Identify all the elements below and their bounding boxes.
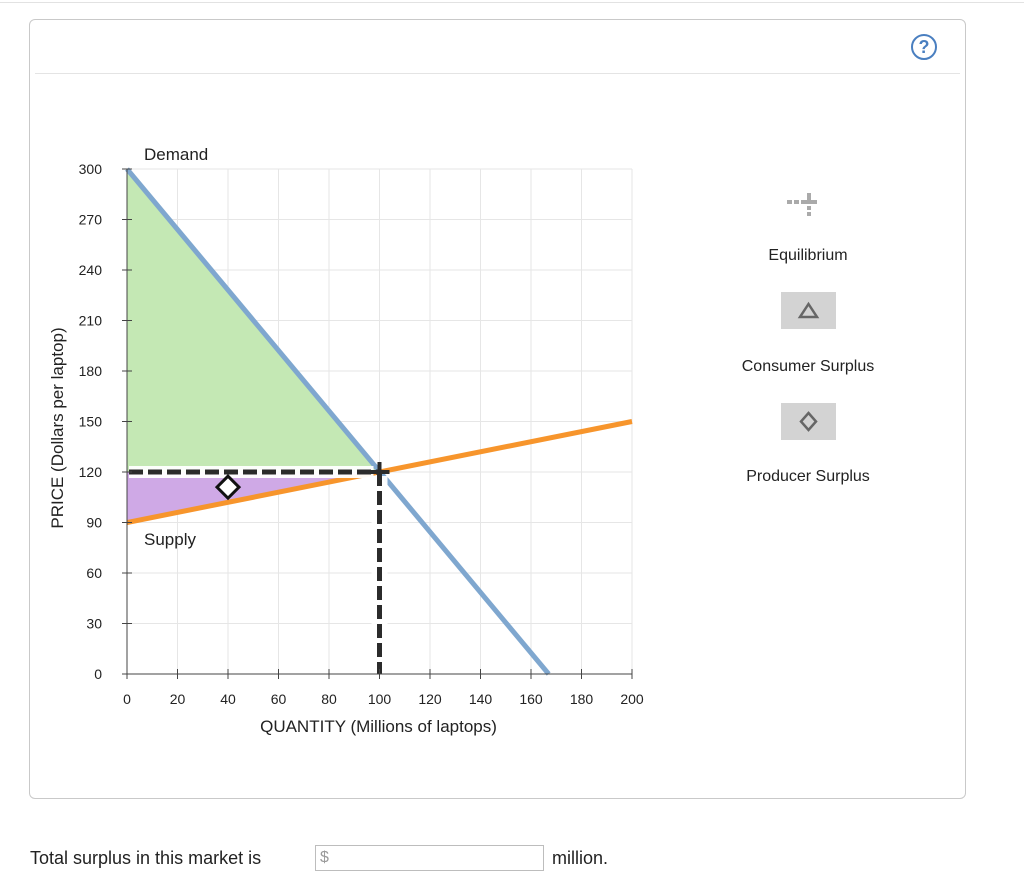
demand-curve: [125, 167, 551, 676]
x-tick-label: 180: [570, 691, 594, 707]
x-tick-label: 160: [519, 691, 543, 707]
triangle-icon: [797, 301, 820, 319]
question-text: Total surplus in this market is: [30, 848, 262, 868]
diamond-icon: [799, 411, 818, 432]
x-tick-label: 120: [418, 691, 442, 707]
y-tick-label: 270: [79, 212, 103, 228]
x-tick-label: 200: [620, 691, 644, 707]
x-tick-label: 60: [271, 691, 287, 707]
panel-divider: [35, 73, 960, 74]
help-button[interactable]: ?: [911, 34, 937, 60]
y-tick-label: 90: [86, 515, 102, 531]
producer-surplus-tool[interactable]: [781, 403, 836, 440]
supply-label: Supply: [144, 530, 196, 549]
producer-surplus-marker: [214, 474, 242, 501]
consumer-surplus-tool[interactable]: [781, 292, 836, 329]
consumer-surplus-label: Consumer Surplus: [741, 358, 875, 375]
producer-surplus-label: Producer Surplus: [746, 468, 870, 485]
currency-prefix: $: [320, 849, 329, 866]
answer-field[interactable]: $: [315, 845, 544, 871]
x-tick-label: 40: [220, 691, 236, 707]
y-tick-label: 120: [79, 464, 103, 480]
y-tick-label: 300: [79, 161, 103, 177]
y-tick-label: 210: [79, 313, 103, 329]
y-axis-label: PRICE (Dollars per laptop): [48, 327, 67, 528]
equilibrium-marker-v: [377, 462, 382, 482]
total-surplus-input[interactable]: [334, 847, 543, 871]
markers: [129, 462, 390, 674]
x-tick-label: 140: [469, 691, 493, 707]
plus-icon: [787, 193, 817, 216]
equilibrium-label: Equilibrium: [768, 247, 848, 264]
y-tick-label: 240: [79, 262, 103, 278]
unit-suffix: million.: [552, 848, 609, 868]
x-axis-label: QUANTITY (Millions of laptops): [260, 717, 497, 736]
demand-label: Demand: [144, 145, 208, 164]
x-tick-label: 80: [321, 691, 337, 707]
y-tick-label: 180: [79, 363, 103, 379]
y-tick-label: 0: [94, 666, 102, 682]
axes: 0 20 40 60 80 100 120 140 160 180 200 0 30 60 90 120 150…: [48, 161, 644, 736]
y-tick-label: 60: [86, 565, 102, 581]
equilibrium-tool[interactable]: [785, 188, 825, 218]
top-divider: [0, 2, 1024, 3]
x-tick-label: 0: [123, 691, 131, 707]
y-tick-label: 30: [86, 616, 102, 632]
y-tick-label: 150: [79, 414, 103, 430]
x-tick-label: 100: [368, 691, 392, 707]
x-tick-label: 20: [170, 691, 186, 707]
